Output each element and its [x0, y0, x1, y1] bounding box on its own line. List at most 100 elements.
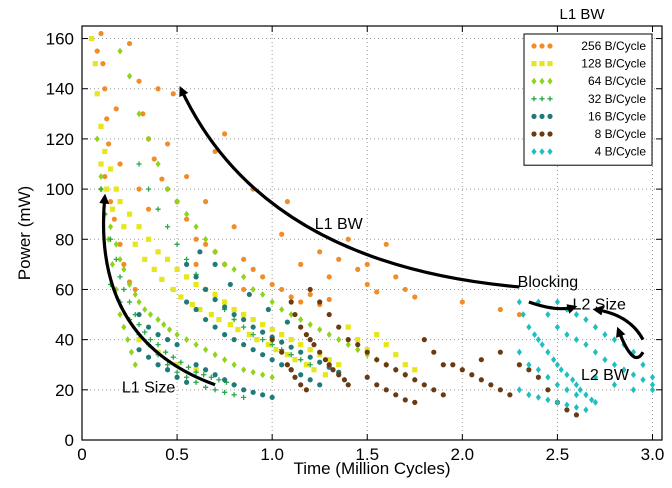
data-point — [402, 372, 408, 378]
data-point — [526, 367, 532, 373]
y-tick-label: 60 — [55, 280, 74, 299]
data-point — [554, 323, 561, 331]
data-point — [516, 311, 522, 318]
legend-marker — [547, 148, 553, 155]
data-point — [621, 366, 627, 374]
data-point — [222, 131, 228, 137]
data-point — [336, 362, 342, 368]
legend-entry: 4 B/Cycle — [531, 145, 646, 159]
data-point — [535, 298, 541, 306]
data-point — [164, 362, 171, 368]
data-point — [292, 374, 298, 380]
data-point — [222, 389, 228, 395]
data-point — [104, 186, 110, 192]
data-point — [303, 387, 309, 393]
data-point — [564, 331, 570, 339]
data-point — [526, 391, 532, 399]
data-point — [311, 367, 317, 373]
data-point — [98, 123, 104, 129]
series-64-b-cycle — [94, 47, 408, 381]
data-point — [260, 329, 266, 335]
data-point — [98, 173, 104, 180]
annotation-l1-bw: L1 BW — [315, 216, 364, 233]
data-point — [174, 369, 180, 375]
data-point — [307, 354, 313, 360]
data-point — [174, 342, 180, 348]
data-point — [222, 356, 228, 364]
legend-label: 4 B/Cycle — [595, 145, 647, 159]
legend-marker — [547, 113, 553, 119]
data-point — [431, 349, 437, 355]
data-point — [345, 337, 351, 343]
data-point — [98, 30, 104, 37]
data-point — [111, 216, 117, 222]
data-point — [155, 342, 161, 348]
data-point — [107, 199, 114, 205]
data-point — [322, 372, 329, 378]
data-point — [478, 377, 484, 383]
data-point — [142, 329, 148, 335]
data-point — [279, 339, 285, 345]
data-point — [393, 392, 399, 398]
data-point — [178, 359, 184, 365]
data-point — [516, 386, 522, 394]
data-point — [307, 337, 313, 343]
legend-entry: 8 B/Cycle — [531, 127, 646, 141]
data-point — [383, 342, 389, 348]
data-point — [469, 372, 475, 378]
data-point — [345, 341, 351, 349]
data-point — [345, 382, 351, 388]
data-point — [317, 359, 323, 365]
data-point — [203, 235, 209, 243]
data-point — [326, 357, 332, 363]
legend-title: L1 BW — [559, 6, 605, 23]
data-point — [155, 332, 161, 338]
data-point — [117, 199, 123, 205]
data-point — [364, 349, 370, 355]
x-tick-label: 1.5 — [355, 445, 379, 464]
data-point — [132, 241, 138, 247]
data-point — [113, 256, 119, 262]
data-point — [145, 186, 152, 192]
data-point — [307, 377, 313, 383]
legend-marker — [531, 131, 537, 137]
data-point — [516, 362, 522, 368]
data-point — [459, 367, 465, 373]
data-point — [164, 224, 171, 230]
data-point — [145, 135, 152, 143]
data-point — [147, 337, 154, 343]
data-point — [212, 387, 218, 393]
data-point — [203, 384, 209, 390]
data-point — [193, 362, 199, 368]
data-point — [136, 321, 142, 328]
data-point — [98, 186, 104, 192]
data-point — [284, 199, 290, 205]
data-point — [102, 86, 108, 92]
data-point — [284, 319, 290, 325]
data-point — [649, 373, 656, 381]
data-point — [109, 260, 116, 268]
data-point — [535, 336, 541, 344]
data-point — [535, 393, 541, 401]
data-point — [100, 61, 106, 67]
data-point — [265, 342, 271, 348]
data-point — [545, 373, 551, 381]
data-point — [307, 291, 313, 298]
data-point — [231, 224, 237, 230]
data-point — [203, 346, 209, 354]
data-point — [393, 367, 399, 373]
data-point — [292, 311, 298, 318]
data-point — [564, 386, 570, 394]
data-point — [288, 337, 294, 343]
data-point — [126, 299, 133, 305]
data-point — [241, 316, 247, 323]
x-tick-label: 2.5 — [546, 445, 570, 464]
data-point — [117, 255, 123, 263]
data-point — [330, 367, 336, 373]
data-point — [142, 306, 148, 313]
data-point — [193, 223, 199, 231]
l1-bw-arrow — [179, 86, 520, 289]
legend-entry: 32 B/Cycle — [531, 92, 646, 106]
data-point — [241, 394, 247, 400]
data-point — [132, 286, 138, 293]
